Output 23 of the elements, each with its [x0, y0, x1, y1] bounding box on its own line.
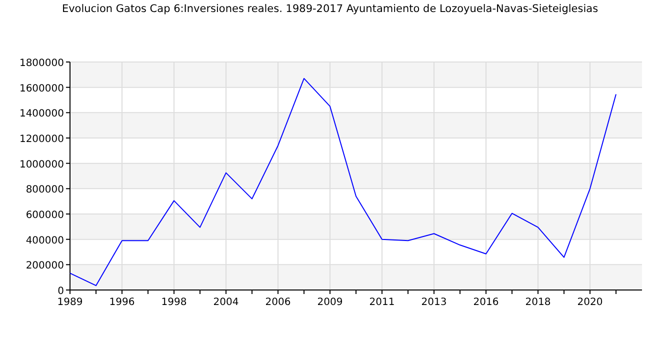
y-tick-label: 1800000 — [19, 58, 64, 69]
y-tick-label: 400000 — [26, 235, 64, 246]
chart-title: Evolucion Gatos Cap 6:Inversiones reales. 1989-2017 Ayuntamiento de Lozoyuela-Navas-Sieteiglesias — [62, 3, 598, 15]
x-tick-label: 2004 — [213, 297, 239, 308]
x-tick-label: 2020 — [577, 297, 603, 308]
x-tick-label: 2006 — [265, 297, 291, 308]
y-tick-label: 200000 — [26, 260, 64, 272]
x-tick-label: 2018 — [525, 297, 551, 308]
y-tick-label: 1200000 — [19, 134, 64, 145]
x-tick-label: 2016 — [473, 297, 499, 308]
y-tick-label: 800000 — [26, 184, 64, 196]
x-tick-label: 2009 — [317, 297, 343, 308]
y-tick-label: 1600000 — [19, 83, 64, 94]
y-tick-label: 1000000 — [19, 159, 64, 170]
y-tick-label: 0 — [58, 286, 64, 297]
x-tick-label: 1996 — [109, 297, 135, 308]
x-tick-label: 1998 — [161, 297, 187, 308]
y-tick-label: 600000 — [26, 210, 64, 221]
x-tick-label: 1989 — [57, 297, 83, 308]
x-tick-label: 2013 — [421, 297, 447, 308]
line-series — [70, 78, 616, 286]
x-tick-label: 2011 — [369, 297, 395, 308]
y-tick-label: 1400000 — [19, 108, 64, 120]
